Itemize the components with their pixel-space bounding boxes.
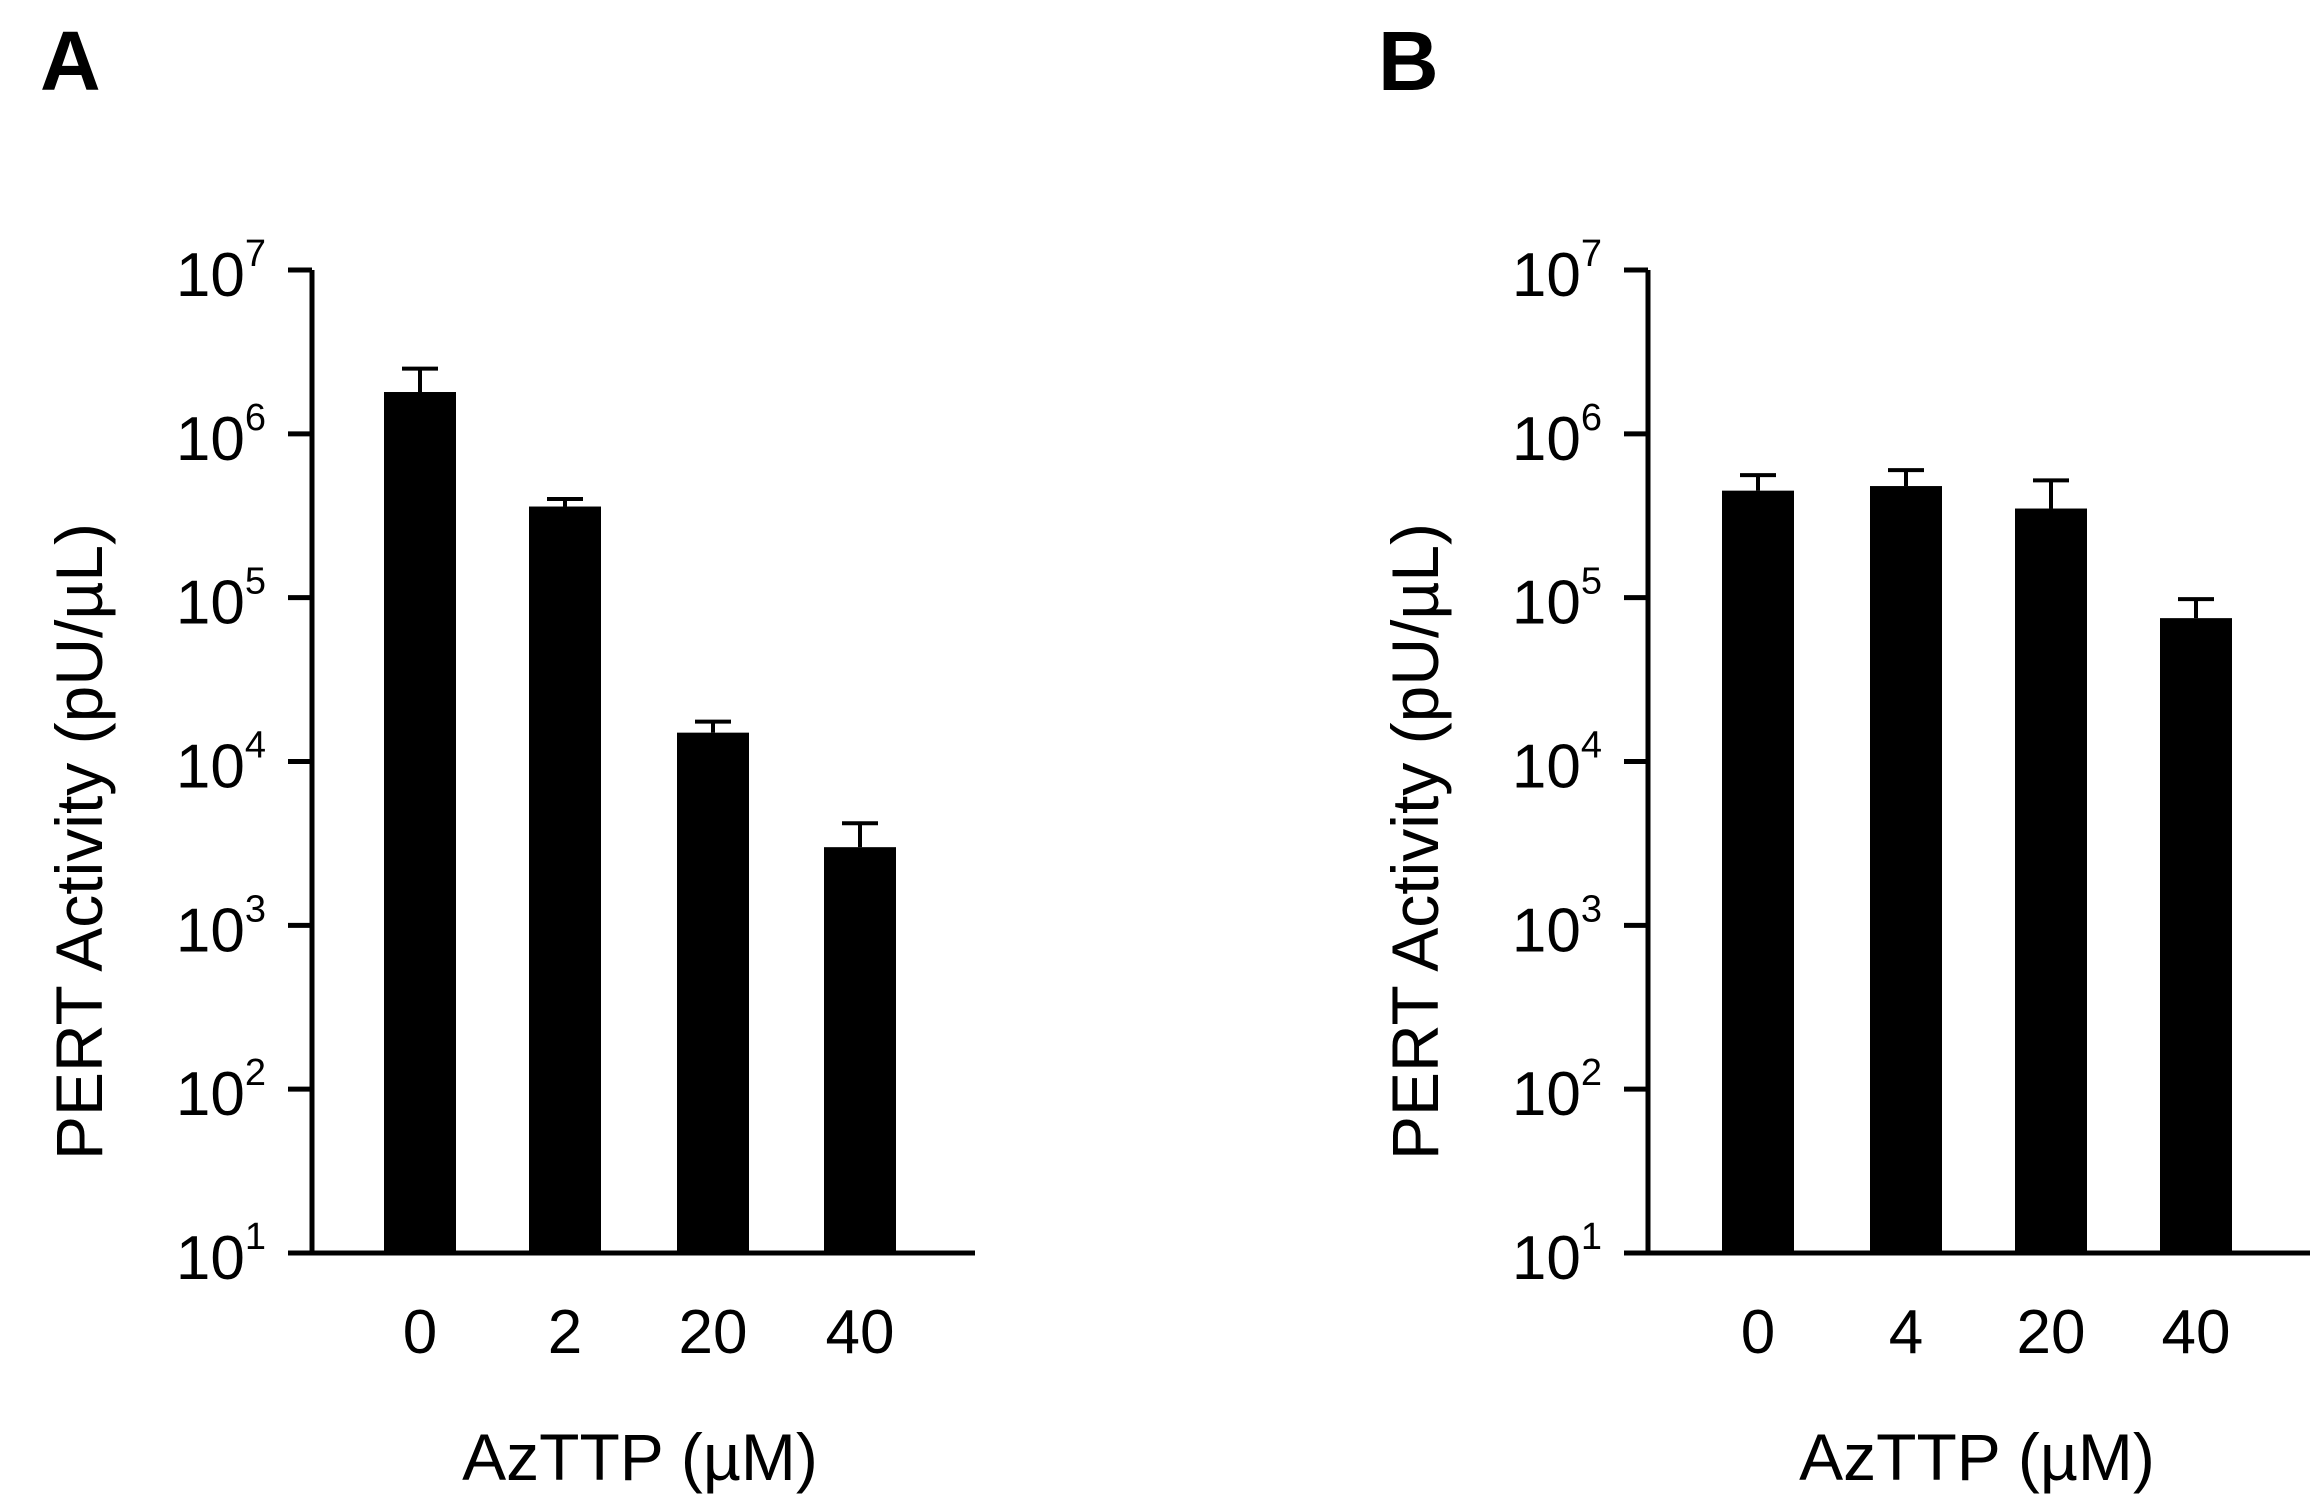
- y-tick-label: 104: [1512, 725, 1602, 802]
- x-tick-label: 40: [2162, 1298, 2231, 1367]
- y-tick-label: 105: [176, 561, 266, 638]
- y-tick-label: 105: [1512, 561, 1602, 638]
- y-tick-label: 107: [176, 233, 266, 310]
- y-tick-label: 106: [1512, 397, 1602, 474]
- panel-letter: A: [40, 14, 101, 108]
- y-tick-label: 107: [1512, 233, 1602, 310]
- y-axis-title: PERT Activity (pU/µL): [1378, 523, 1452, 1160]
- bar-0: [1722, 490, 1794, 1253]
- x-tick-label: 0: [1741, 1298, 1775, 1367]
- panel-letter: B: [1378, 14, 1439, 108]
- x-tick-label: 0: [403, 1298, 437, 1367]
- x-tick-label: 4: [1889, 1298, 1923, 1367]
- x-tick-label: 20: [2017, 1298, 2086, 1367]
- y-tick-label: 104: [176, 725, 266, 802]
- y-tick-label: 106: [176, 397, 266, 474]
- y-tick-label: 102: [176, 1052, 266, 1129]
- y-tick-label: 102: [1512, 1052, 1602, 1129]
- bar-20: [677, 732, 749, 1253]
- y-tick-label: 101: [1512, 1216, 1602, 1293]
- x-tick-label: 20: [679, 1298, 748, 1367]
- x-tick-label: 40: [826, 1298, 895, 1367]
- x-axis-title: AzTTP (µM): [462, 1420, 818, 1494]
- y-tick-label: 103: [1512, 888, 1602, 965]
- x-tick-label: 2: [548, 1298, 582, 1367]
- bar-0: [384, 392, 456, 1253]
- y-tick-label: 101: [176, 1216, 266, 1293]
- bar-20: [2015, 508, 2087, 1254]
- bar-4: [1870, 486, 1942, 1253]
- bar-40: [2160, 618, 2232, 1253]
- bar-2: [529, 506, 601, 1254]
- bar-40: [824, 847, 896, 1253]
- y-tick-label: 103: [176, 888, 266, 965]
- y-axis-title: PERT Activity (pU/µL): [42, 523, 116, 1160]
- x-axis-title: AzTTP (µM): [1799, 1420, 2155, 1494]
